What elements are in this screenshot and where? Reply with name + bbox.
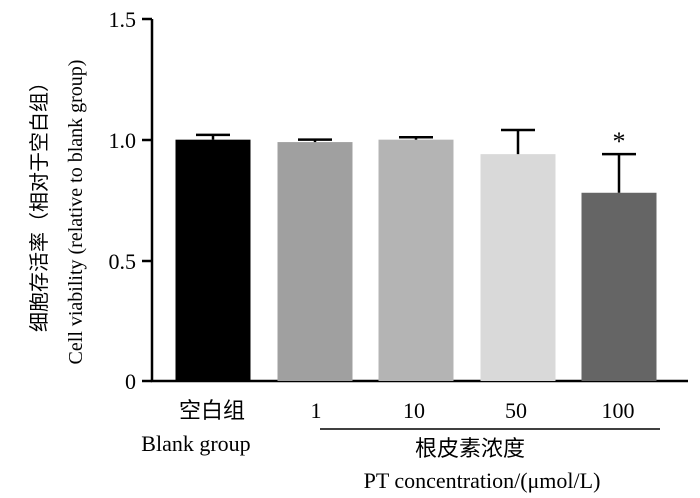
x-tick-label: 空白组: [179, 398, 245, 423]
y-tick-label: 1.5: [109, 7, 137, 32]
bar: [581, 192, 657, 381]
x-tick-label: 100: [602, 398, 635, 423]
bars-layer: *: [175, 127, 657, 381]
significance-marker: *: [613, 127, 626, 156]
group-title-cn: 根皮素浓度: [415, 436, 525, 461]
bar: [378, 139, 454, 381]
x-tick-label: 50: [505, 398, 527, 423]
y-axis-title-cn: 细胞存活率（相对于空白组）: [28, 72, 51, 332]
y-tick-label: 1.0: [109, 128, 137, 153]
group-title-en: PT concentration/(μmol/L): [364, 468, 601, 493]
y-axis-title-en: Cell viability (relative to blank group): [65, 60, 87, 365]
x-tick-label: 1: [311, 398, 322, 423]
y-tick-label: 0: [125, 369, 136, 394]
blank-group-label: Blank group: [141, 431, 250, 456]
y-tick-label: 0.5: [109, 249, 137, 274]
bar: [480, 154, 556, 381]
bar: [175, 139, 251, 381]
x-tick-label: 10: [403, 398, 425, 423]
bar: [277, 142, 353, 381]
